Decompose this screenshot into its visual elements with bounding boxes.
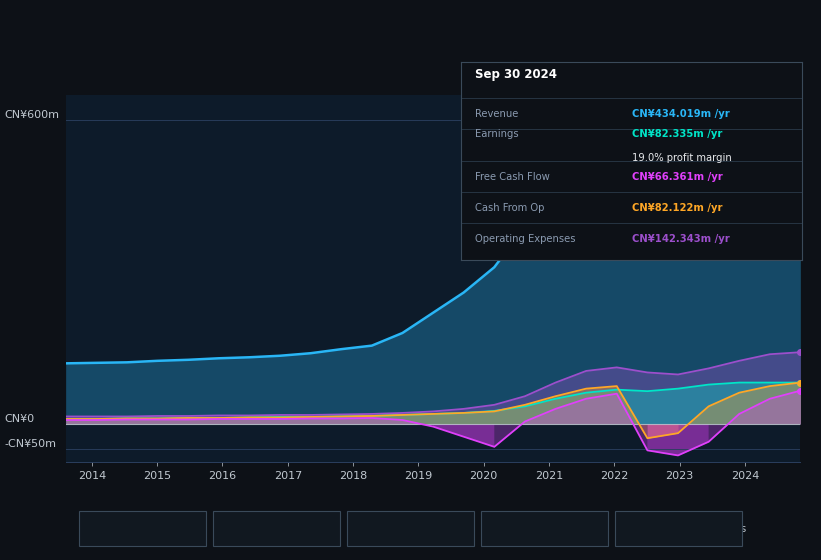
Text: Cash From Op: Cash From Op [507, 524, 580, 534]
Text: Cash From Op: Cash From Op [475, 203, 544, 213]
Text: ●: ● [624, 524, 634, 534]
Text: Free Cash Flow: Free Cash Flow [373, 524, 452, 534]
Text: ●: ● [491, 524, 500, 534]
Text: CN¥0: CN¥0 [4, 414, 34, 424]
Text: 19.0% profit margin: 19.0% profit margin [632, 153, 732, 163]
Text: -CN¥50m: -CN¥50m [4, 440, 56, 449]
Text: ●: ● [222, 524, 232, 534]
Text: Earnings: Earnings [240, 524, 285, 534]
Text: Operating Expenses: Operating Expenses [475, 234, 576, 244]
Text: ●: ● [356, 524, 366, 534]
Text: CN¥142.343m /yr: CN¥142.343m /yr [632, 234, 730, 244]
Text: CN¥82.335m /yr: CN¥82.335m /yr [632, 129, 722, 139]
Text: Operating Expenses: Operating Expenses [641, 524, 746, 534]
Text: Revenue: Revenue [475, 109, 518, 119]
Text: Earnings: Earnings [475, 129, 519, 139]
Text: CN¥434.019m /yr: CN¥434.019m /yr [632, 109, 730, 119]
Text: CN¥82.122m /yr: CN¥82.122m /yr [632, 203, 722, 213]
Text: Revenue: Revenue [105, 524, 150, 534]
Text: Free Cash Flow: Free Cash Flow [475, 172, 550, 182]
Text: CN¥66.361m /yr: CN¥66.361m /yr [632, 172, 722, 182]
Text: Sep 30 2024: Sep 30 2024 [475, 68, 557, 81]
Text: CN¥600m: CN¥600m [4, 110, 59, 120]
Text: ●: ● [89, 524, 99, 534]
